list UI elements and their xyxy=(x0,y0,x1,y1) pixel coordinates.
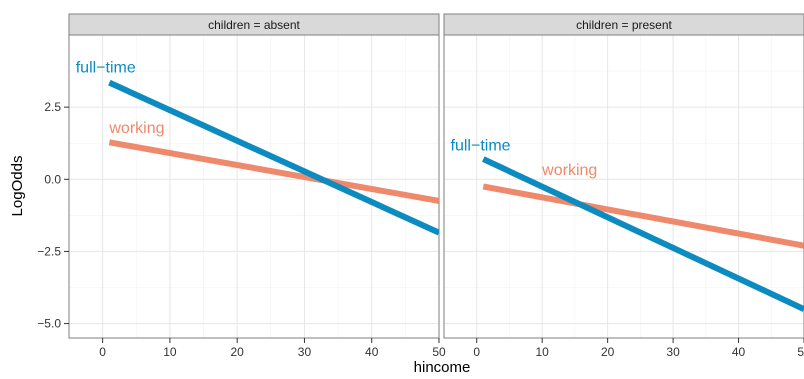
series-line xyxy=(108,79,439,236)
series-label: working xyxy=(541,162,597,179)
x-axis-title: hincome xyxy=(414,359,471,376)
x-tick-label: 0 xyxy=(473,345,480,359)
series-label: working xyxy=(108,120,164,137)
panel-border xyxy=(443,34,804,339)
panel-border xyxy=(68,34,440,339)
y-tick-label: −2.5 xyxy=(37,244,61,258)
facet-strip-label: children = absent xyxy=(208,18,300,32)
y-tick-label: 0.0 xyxy=(44,172,61,186)
series-label: full−time xyxy=(451,137,511,154)
x-tick-label: 40 xyxy=(732,345,746,359)
series-line xyxy=(108,139,439,204)
y-tick-label: 2.5 xyxy=(44,100,61,114)
x-tick-label: 0 xyxy=(99,345,106,359)
y-tick-label: −5.0 xyxy=(37,317,61,331)
series-line xyxy=(482,183,804,249)
x-tick-label: 50 xyxy=(797,345,804,359)
facet-panel: children = present working full−time 0 10 20 3… xyxy=(443,13,804,359)
x-tick-label: 40 xyxy=(365,345,379,359)
y-axis-title: LogOdds xyxy=(9,156,26,217)
x-tick-label: 10 xyxy=(536,345,550,359)
facet-panel: children = absent working full−time 0 10 20 30… xyxy=(68,13,446,359)
series-line xyxy=(482,156,804,312)
x-tick-label: 20 xyxy=(601,345,615,359)
x-tick-label: 20 xyxy=(231,345,245,359)
series-label: full−time xyxy=(76,60,136,77)
x-tick-label: 50 xyxy=(432,345,446,359)
panel-background xyxy=(68,34,440,339)
x-tick-label: 10 xyxy=(163,345,177,359)
x-tick-label: 30 xyxy=(666,345,680,359)
facet-strip-label: children = present xyxy=(576,18,672,32)
x-tick-label: 30 xyxy=(298,345,312,359)
